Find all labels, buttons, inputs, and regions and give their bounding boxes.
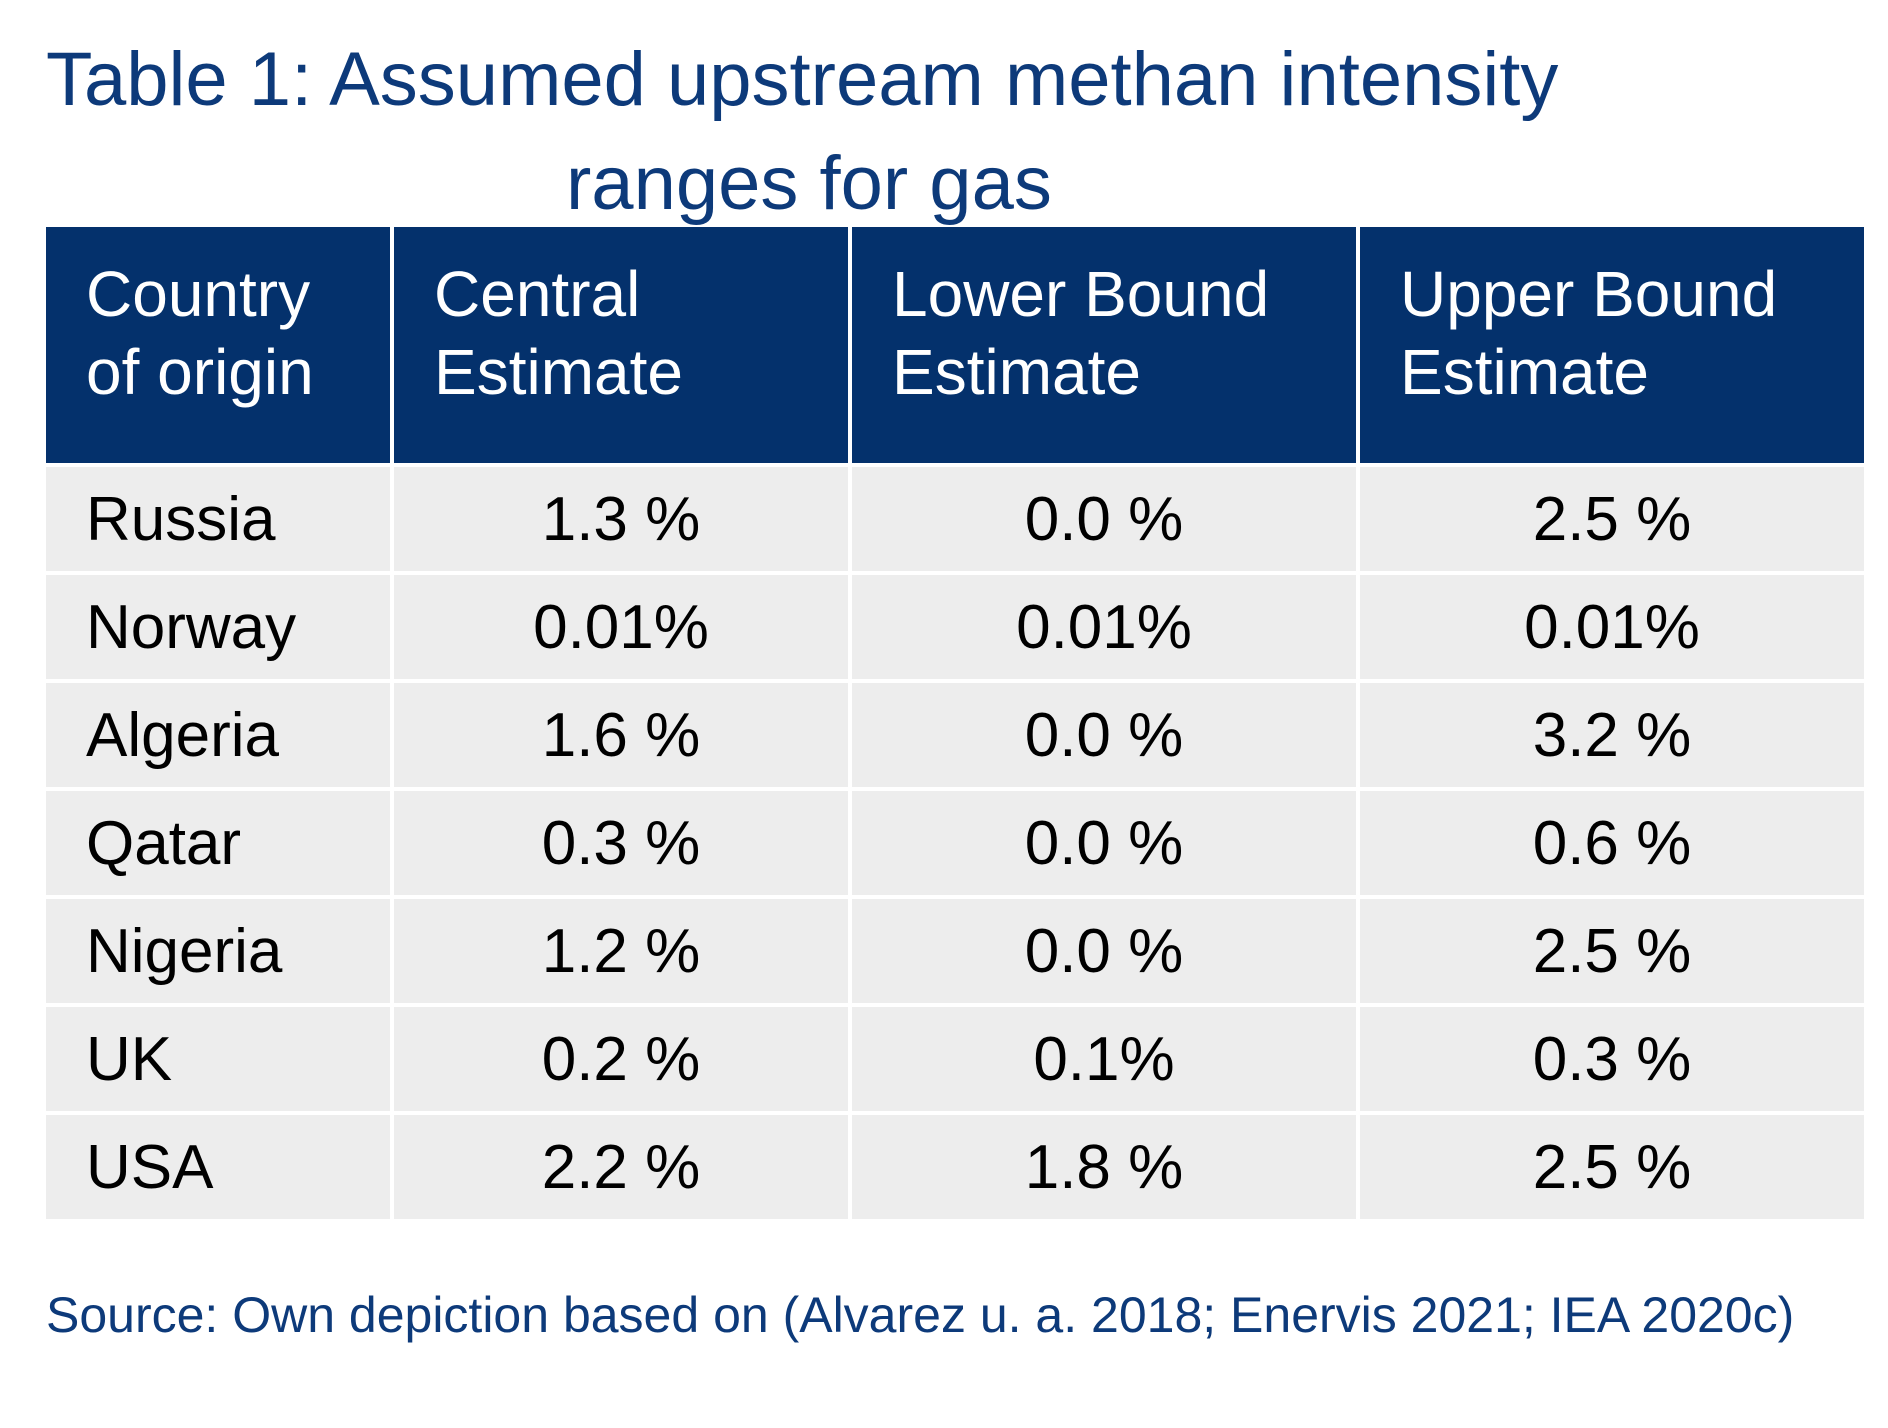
cell-country: Qatar [46, 791, 390, 895]
cell-lower: 1.8 % [852, 1115, 1356, 1219]
cell-upper: 3.2 % [1360, 683, 1864, 787]
cell-upper: 0.6 % [1360, 791, 1864, 895]
table-row: Algeria 1.6 % 0.0 % 3.2 % [46, 683, 1864, 787]
table-row: UK 0.2 % 0.1% 0.3 % [46, 1007, 1864, 1111]
table-row: Nigeria 1.2 % 0.0 % 2.5 % [46, 899, 1864, 1003]
cell-central: 0.2 % [394, 1007, 848, 1111]
cell-central: 0.3 % [394, 791, 848, 895]
table-title-line2: ranges for gas [566, 141, 1052, 226]
cell-upper: 0.3 % [1360, 1007, 1864, 1111]
cell-central: 2.2 % [394, 1115, 848, 1219]
cell-central: 1.6 % [394, 683, 848, 787]
cell-country: Nigeria [46, 899, 390, 1003]
cell-upper: 2.5 % [1360, 467, 1864, 571]
table-row: Qatar 0.3 % 0.0 % 0.6 % [46, 791, 1864, 895]
cell-upper: 2.5 % [1360, 899, 1864, 1003]
table-header-row: Country of origin Central Estimate Lower… [46, 227, 1864, 463]
cell-country: UK [46, 1007, 390, 1111]
table-title: Table 1: Assumed upstream methan intensi… [46, 28, 1846, 236]
cell-central: 1.2 % [394, 899, 848, 1003]
header-lower-bound-estimate: Lower Bound Estimate [852, 227, 1356, 463]
cell-upper: 0.01% [1360, 575, 1864, 679]
cell-central: 0.01% [394, 575, 848, 679]
table-row: Russia 1.3 % 0.0 % 2.5 % [46, 467, 1864, 571]
cell-lower: 0.01% [852, 575, 1356, 679]
header-upper-bound-estimate: Upper Bound Estimate [1360, 227, 1864, 463]
table-title-line1: Table 1: Assumed upstream methan intensi… [46, 37, 1559, 122]
cell-upper: 2.5 % [1360, 1115, 1864, 1219]
table-row: Norway 0.01% 0.01% 0.01% [46, 575, 1864, 679]
cell-lower: 0.0 % [852, 467, 1356, 571]
cell-lower: 0.1% [852, 1007, 1356, 1111]
source-note: Source: Own depiction based on (Alvarez … [46, 1287, 1795, 1343]
cell-country: USA [46, 1115, 390, 1219]
header-country-of-origin: Country of origin [46, 227, 390, 463]
cell-central: 1.3 % [394, 467, 848, 571]
cell-lower: 0.0 % [852, 791, 1356, 895]
cell-country: Norway [46, 575, 390, 679]
cell-lower: 0.0 % [852, 683, 1356, 787]
table-row: USA 2.2 % 1.8 % 2.5 % [46, 1115, 1864, 1219]
cell-country: Russia [46, 467, 390, 571]
cell-lower: 0.0 % [852, 899, 1356, 1003]
cell-country: Algeria [46, 683, 390, 787]
header-central-estimate: Central Estimate [394, 227, 848, 463]
methane-intensity-table: Country of origin Central Estimate Lower… [46, 227, 1864, 1219]
